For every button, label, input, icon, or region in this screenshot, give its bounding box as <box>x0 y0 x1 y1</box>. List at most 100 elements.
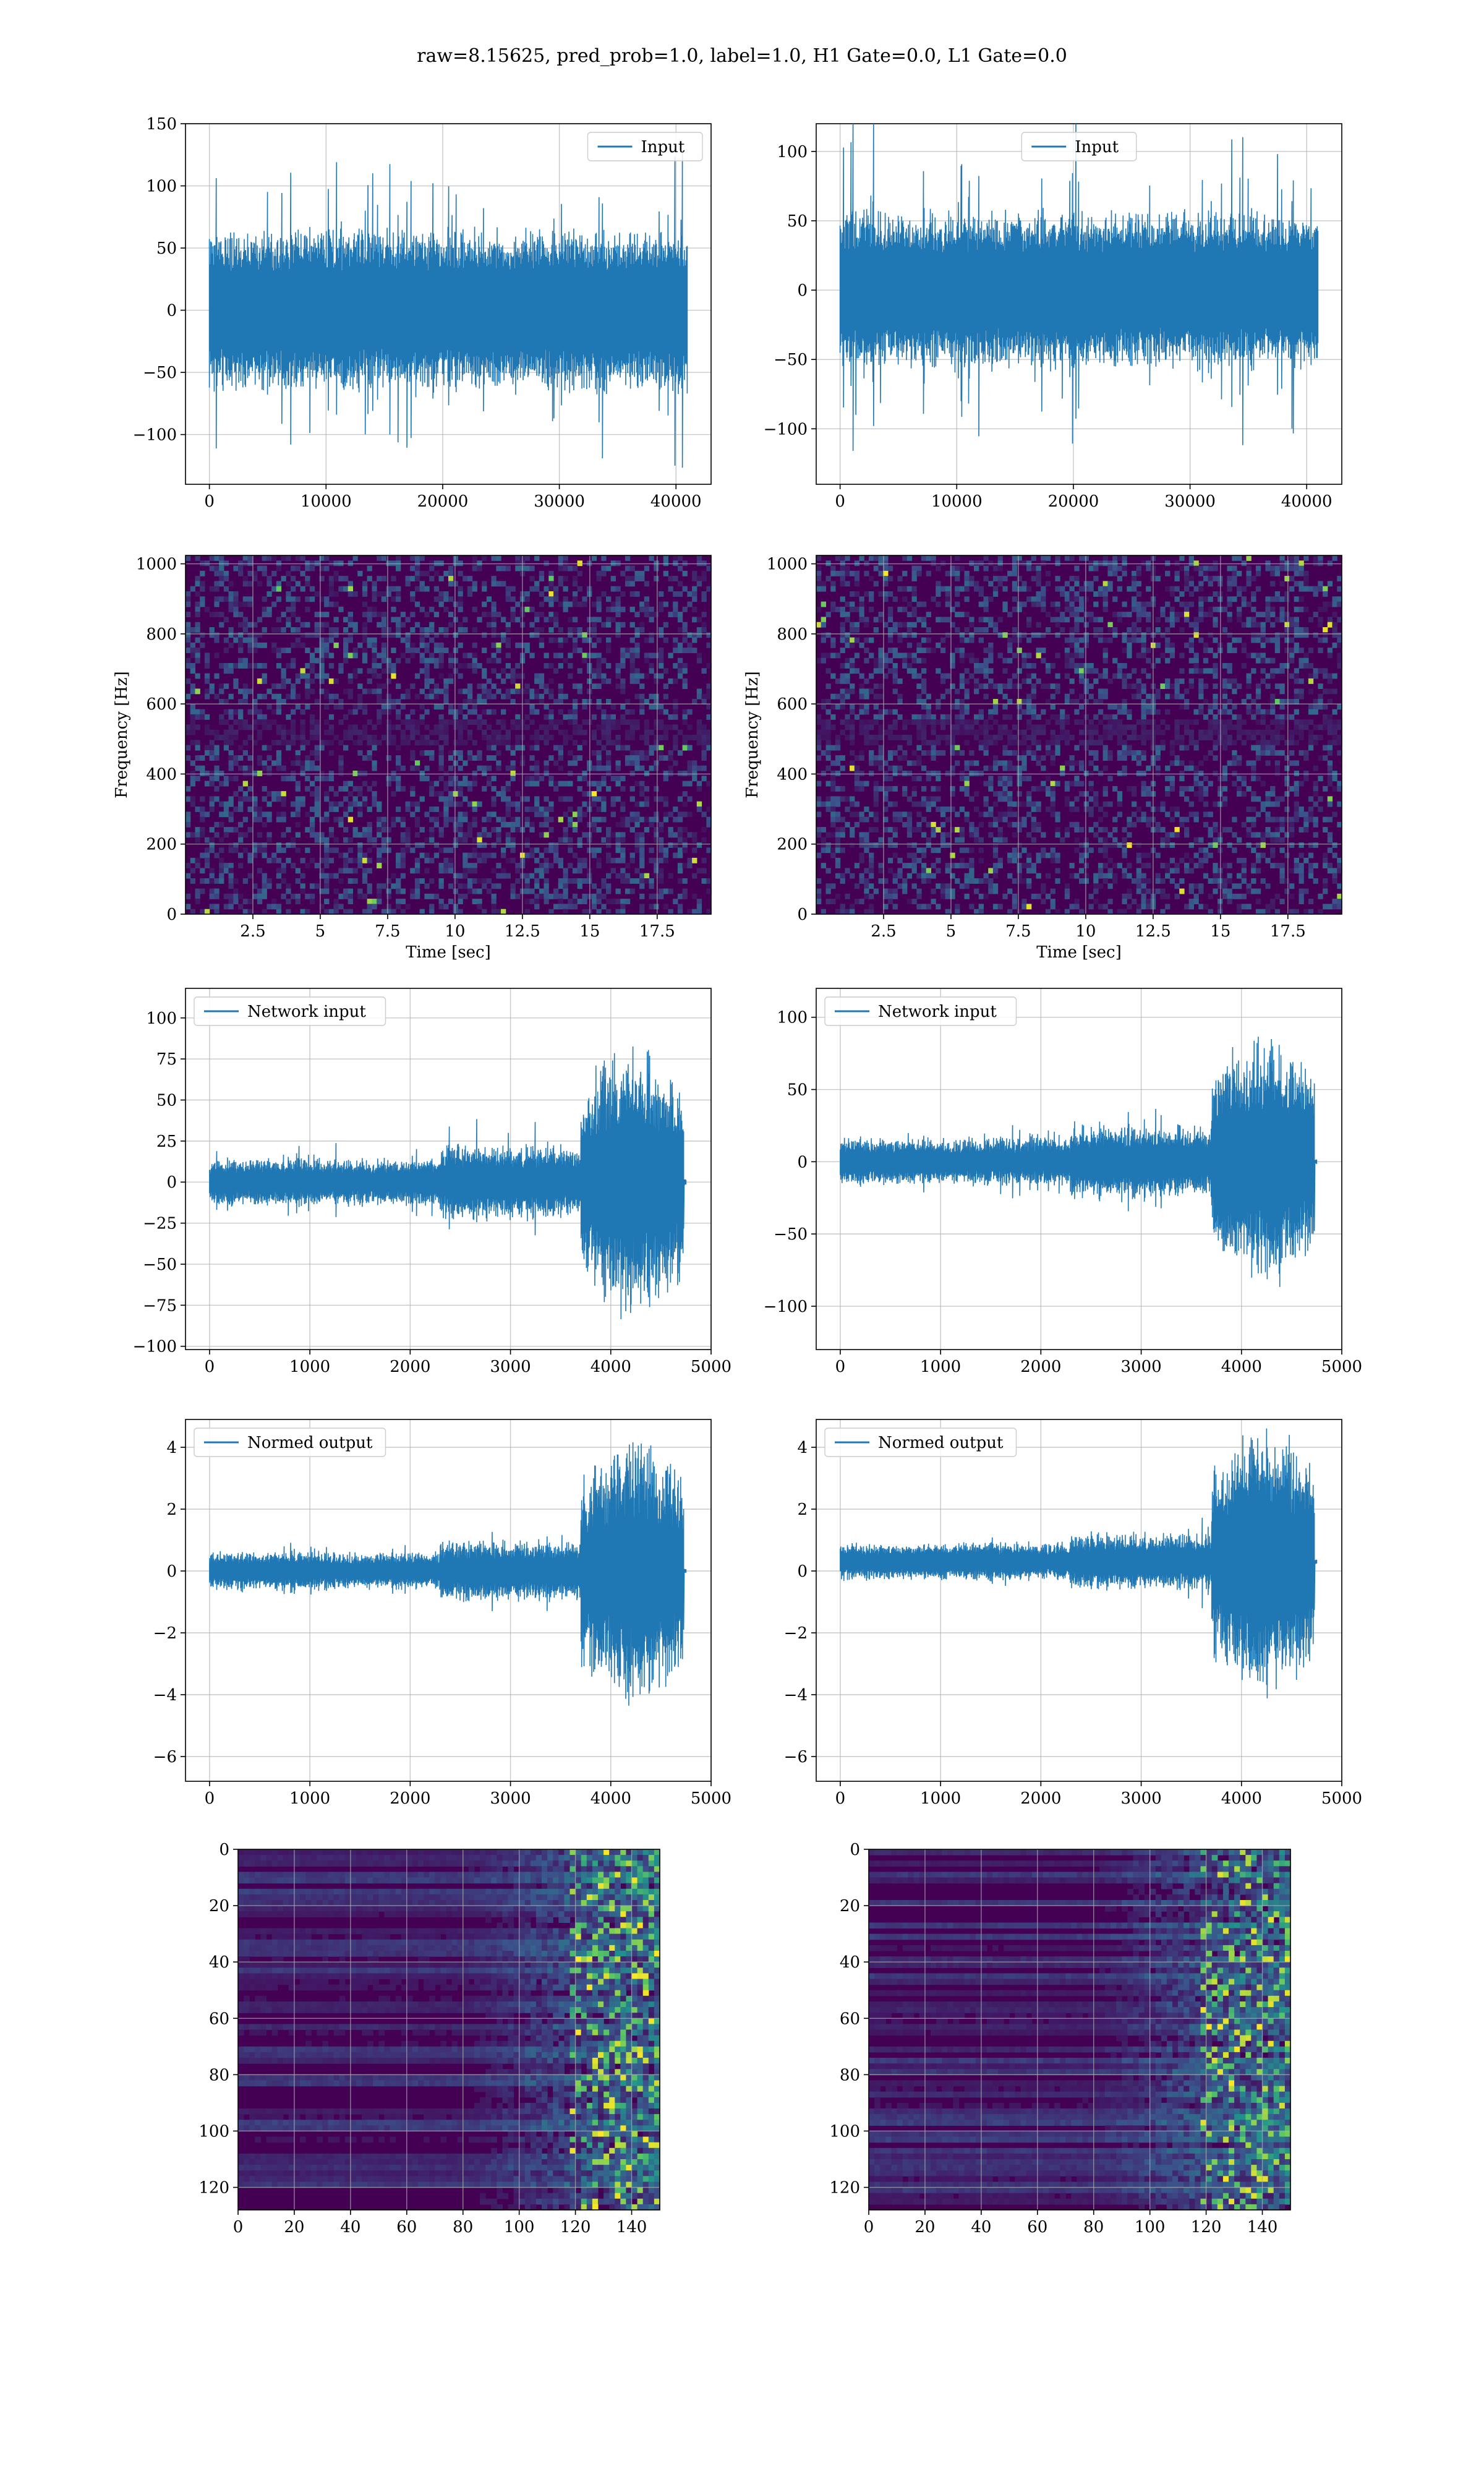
heatmap-cell <box>921 750 927 756</box>
heatmap-cell <box>620 832 626 838</box>
heatmap-cell <box>1079 653 1085 659</box>
heatmap-cell <box>463 863 468 868</box>
heatmap-cell <box>644 724 650 730</box>
heatmap-cell <box>324 688 330 695</box>
heatmap-cell <box>816 714 822 720</box>
heatmap-cell <box>906 622 913 628</box>
heatmap-cell <box>195 888 200 894</box>
heatmap-cell <box>357 642 363 648</box>
heatmap-cell <box>405 648 411 653</box>
heatmap-cell <box>634 627 640 633</box>
heatmap-cell <box>615 612 621 617</box>
heatmap-cell <box>510 857 516 863</box>
heatmap-cell <box>682 627 688 633</box>
heatmap-cell <box>314 796 320 802</box>
heatmap-cell <box>1117 673 1123 679</box>
heatmap-cell <box>209 771 215 776</box>
heatmap-cell <box>486 745 492 751</box>
heatmap-cell <box>959 714 965 720</box>
heatmap-cell <box>1337 586 1342 592</box>
heatmap-cell <box>1270 612 1276 617</box>
heatmap-cell <box>314 765 320 771</box>
heatmap-cell <box>501 821 506 828</box>
heatmap-cell <box>682 637 688 643</box>
heatmap-cell <box>596 750 602 756</box>
heatmap-cell <box>936 699 941 704</box>
heatmap-cell <box>1045 740 1051 746</box>
heatmap-cell <box>696 657 702 664</box>
heatmap-cell <box>305 847 310 854</box>
heatmap-cell <box>343 837 349 843</box>
heatmap-cell <box>443 781 449 787</box>
heatmap-cell <box>262 909 267 915</box>
heatmap-cell <box>482 735 487 740</box>
heatmap-cell <box>496 688 501 695</box>
heatmap-cell <box>372 591 377 597</box>
heatmap-cell <box>209 781 215 787</box>
heatmap-cell <box>291 771 296 776</box>
heatmap-cell <box>467 832 473 838</box>
heatmap-cell <box>629 637 635 643</box>
heatmap-cell <box>544 821 549 828</box>
heatmap-cell <box>233 678 239 684</box>
heatmap-cell <box>228 750 234 756</box>
heatmap-cell <box>873 555 879 561</box>
heatmap-cell <box>505 765 511 771</box>
heatmap-cell <box>448 863 454 868</box>
heatmap-cell <box>945 719 950 725</box>
heatmap-cell <box>357 893 363 899</box>
heatmap-cell <box>854 668 860 674</box>
heatmap-cell <box>1112 596 1118 602</box>
y-tick-label: −100 <box>133 426 177 445</box>
heatmap-cell <box>639 863 645 868</box>
heatmap-cell <box>1289 586 1295 592</box>
heatmap-cell <box>596 699 602 704</box>
heatmap-cell <box>309 565 315 571</box>
heatmap-cell <box>453 601 458 607</box>
heatmap-cell <box>300 622 305 628</box>
heatmap-cell <box>649 555 654 561</box>
heatmap-cell <box>1308 735 1314 740</box>
heatmap-cell <box>233 899 239 904</box>
heatmap-cell <box>257 617 263 623</box>
heatmap-cell <box>572 760 578 766</box>
heatmap-cell <box>606 724 612 730</box>
heatmap-cell <box>472 565 477 571</box>
heatmap-cell <box>300 857 305 863</box>
heatmap-cell <box>362 729 368 735</box>
heatmap-cell <box>352 591 358 597</box>
heatmap-cell <box>295 801 301 807</box>
heatmap-cell <box>228 847 234 854</box>
heatmap-cell <box>472 863 477 868</box>
heatmap-cell <box>859 750 864 756</box>
heatmap-cell <box>529 565 535 571</box>
heatmap-cell <box>200 586 205 592</box>
heatmap-cell <box>840 627 845 633</box>
heatmap-cell <box>195 601 200 607</box>
heatmap-cell <box>424 627 430 633</box>
heatmap-cell <box>458 704 463 710</box>
heatmap-cell <box>1227 632 1232 638</box>
heatmap-cell <box>496 760 501 766</box>
heatmap-cell <box>267 883 272 889</box>
heatmap-cell <box>453 632 458 638</box>
heatmap-cell <box>1184 719 1190 725</box>
heatmap-cell <box>906 612 913 617</box>
heatmap-cell <box>610 740 616 746</box>
heatmap-cell <box>610 724 616 730</box>
heatmap-cell <box>544 878 549 884</box>
heatmap-cell <box>1265 673 1271 679</box>
heatmap-cell <box>568 904 573 910</box>
heatmap-cell <box>558 683 563 689</box>
heatmap-cell <box>1260 729 1266 735</box>
heatmap-cell <box>1246 709 1252 715</box>
heatmap-cell <box>625 555 631 561</box>
heatmap-cell <box>606 740 612 746</box>
heatmap-cell <box>247 899 253 904</box>
heatmap-cell <box>1255 693 1261 700</box>
heatmap-cell <box>396 724 401 730</box>
heatmap-cell <box>964 612 970 617</box>
heatmap-cell <box>548 847 554 854</box>
heatmap-cell <box>825 750 831 756</box>
heatmap-cell <box>1002 576 1008 581</box>
